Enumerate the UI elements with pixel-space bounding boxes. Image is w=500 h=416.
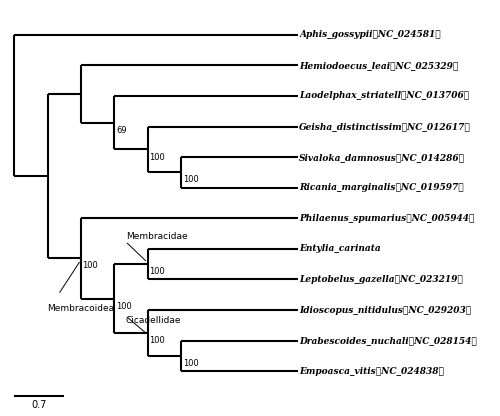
Text: Leptobelus_gazella（NC_023219）: Leptobelus_gazella（NC_023219） (300, 275, 463, 284)
Text: 100: 100 (116, 302, 132, 311)
Text: Empoasca_vitis（NC_024838）: Empoasca_vitis（NC_024838） (300, 366, 444, 376)
Text: Hemiodoecus_leai（NC_025329）: Hemiodoecus_leai（NC_025329） (300, 61, 458, 70)
Text: Membracoidea: Membracoidea (48, 304, 114, 313)
Text: Cicadellidae: Cicadellidae (126, 316, 182, 325)
Text: 100: 100 (149, 153, 165, 161)
Text: Entylia_carinata: Entylia_carinata (300, 244, 381, 253)
Text: 100: 100 (182, 176, 198, 184)
Text: Sivaloka_damnosus（NC_014286）: Sivaloka_damnosus（NC_014286） (300, 153, 466, 161)
Text: Geisha_distinctissim（NC_012617）: Geisha_distinctissim（NC_012617） (300, 122, 471, 131)
Text: Aphis_gossypii（NC_024581）: Aphis_gossypii（NC_024581） (300, 30, 441, 39)
Text: Drabescoides_nuchali（NC_028154）: Drabescoides_nuchali（NC_028154） (300, 336, 477, 345)
Text: Membracidae: Membracidae (126, 232, 188, 241)
Text: Ricania_marginalis（NC_019597）: Ricania_marginalis（NC_019597） (300, 183, 464, 192)
Text: 69: 69 (116, 126, 126, 135)
Text: 100: 100 (82, 262, 98, 270)
Text: 100: 100 (149, 267, 165, 276)
Text: Philaenus_spumarius（NC_005944）: Philaenus_spumarius（NC_005944） (300, 214, 474, 223)
Text: 100: 100 (149, 336, 165, 345)
Text: 0.7: 0.7 (32, 400, 47, 410)
Text: Laodelphax_striatell（NC_013706）: Laodelphax_striatell（NC_013706） (300, 92, 470, 100)
Text: 100: 100 (182, 359, 198, 368)
Text: Idioscopus_nitidulus（NC_029203）: Idioscopus_nitidulus（NC_029203） (300, 305, 472, 314)
